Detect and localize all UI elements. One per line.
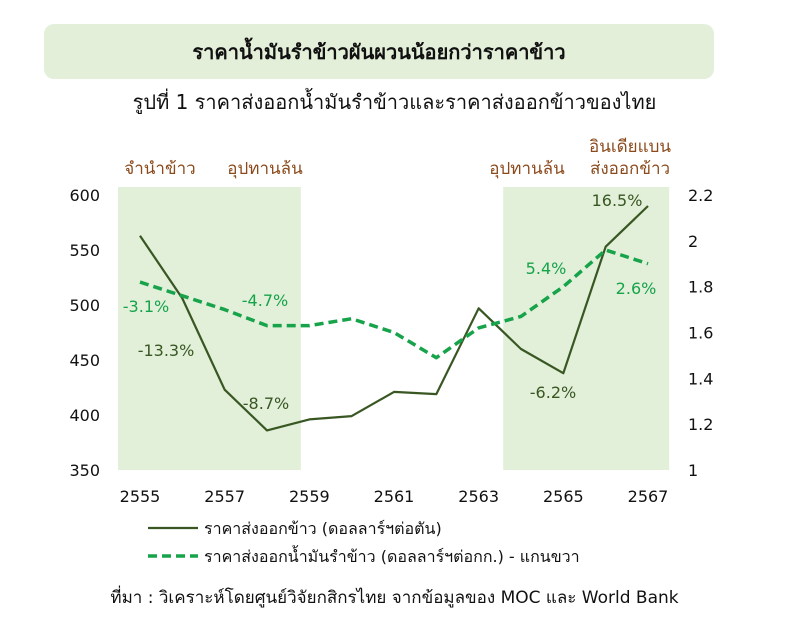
y-left-tick-3: 450 — [69, 351, 100, 370]
y-right-tick-3: 1.6 — [688, 324, 713, 343]
annotation-4: 5.4% — [526, 259, 567, 278]
period-label-3-0: อินเดียแบน — [589, 137, 671, 157]
period-label-3-1: ส่งออกข้าว — [590, 159, 670, 179]
annotation-0: -3.1% — [123, 297, 169, 316]
shaded-period-0 — [118, 187, 221, 470]
y-right-tick-4: 1.4 — [688, 369, 713, 388]
period-label-0-0: จำนำข้าว — [124, 159, 195, 179]
headline-banner: ราคาน้ำมันรำข้าวผันผวนน้อยกว่าราคาข้าว — [44, 24, 714, 79]
x-tick-2: 2559 — [289, 487, 330, 506]
annotation-2: -4.7% — [242, 291, 288, 310]
annotation-7: 2.6% — [616, 279, 657, 298]
x-tick-5: 2565 — [543, 487, 584, 506]
period-label-2-0: อุปทานล้น — [489, 159, 565, 179]
y-right-tick-5: 1.2 — [688, 415, 713, 434]
x-tick-3: 2561 — [374, 487, 415, 506]
y-left-tick-0: 600 — [69, 186, 100, 205]
y-left-tick-4: 400 — [69, 406, 100, 425]
annotation-3: -8.7% — [243, 394, 289, 413]
y-right-tick-1: 2 — [688, 232, 698, 251]
x-tick-0: 2555 — [120, 487, 161, 506]
x-tick-1: 2557 — [204, 487, 245, 506]
source-note: ที่มา : วิเคราะห์โดยศูนย์วิจัยกสิกรไทย จ… — [110, 588, 679, 608]
x-tick-4: 2563 — [458, 487, 499, 506]
annotation-6: 16.5% — [592, 191, 643, 210]
y-right-tick-2: 1.8 — [688, 278, 713, 297]
y-right-tick-6: 1 — [688, 461, 698, 480]
legend-label-rice: ราคาส่งออกข้าว (ดอลลาร์ฯต่อตัน) — [204, 519, 442, 538]
series-line-oil — [139, 248, 649, 360]
series-line-rice — [139, 205, 649, 432]
annotation-1: -13.3% — [138, 341, 195, 360]
y-left-tick-2: 500 — [69, 296, 100, 315]
shaded-period-1 — [219, 187, 301, 470]
shaded-period-2 — [503, 187, 602, 470]
annotation-5: -6.2% — [530, 383, 576, 402]
legend-label-oil: ราคาส่งออกน้ำมันรำข้าว (ดอลลาร์ฯต่อกก.) … — [204, 545, 580, 566]
y-left-tick-1: 550 — [69, 241, 100, 260]
x-tick-6: 2567 — [628, 487, 669, 506]
shaded-period-3 — [587, 187, 670, 470]
y-right-tick-0: 2.2 — [688, 186, 713, 205]
period-label-1-0: อุปทานล้น — [227, 159, 303, 179]
chart-title: รูปที่ 1 ราคาส่งออกน้ำมันรำข้าวและราคาส่… — [132, 90, 657, 114]
headline-text: ราคาน้ำมันรำข้าวผันผวนน้อยกว่าราคาข้าว — [192, 39, 566, 64]
y-left-tick-5: 350 — [69, 461, 100, 480]
